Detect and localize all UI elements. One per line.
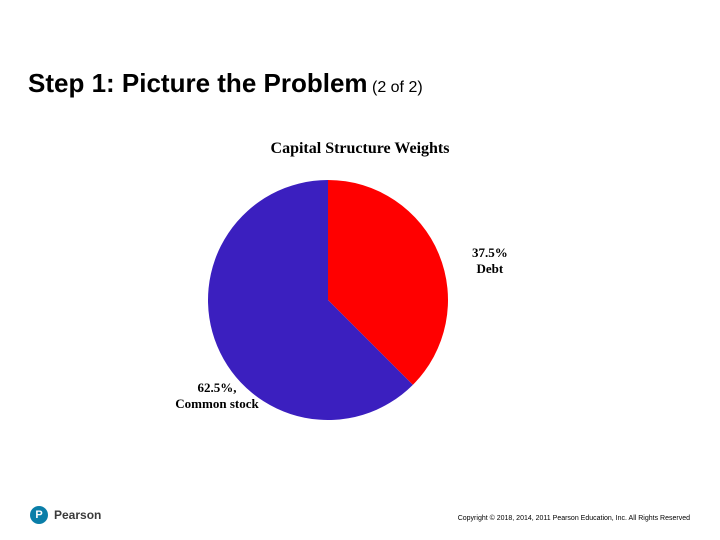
chart-title: Capital Structure Weights	[0, 140, 720, 158]
heading-main: Step 1: Picture the Problem	[28, 68, 368, 98]
slide-heading: Step 1: Picture the Problem (2 of 2)	[28, 68, 423, 99]
footer-logo: P Pearson	[30, 506, 101, 524]
pie-label-common-line1: 62.5%,	[175, 380, 258, 396]
pie-label-debt-line2: Debt	[472, 261, 508, 277]
pearson-logo-text: Pearson	[54, 508, 101, 522]
pearson-logo-letter: P	[35, 509, 42, 521]
pie-label-common-line2: Common stock	[175, 396, 258, 412]
heading-sub: (2 of 2)	[372, 79, 423, 96]
pearson-logo-icon: P	[30, 506, 48, 524]
copyright-text: Copyright © 2018, 2014, 2011 Pearson Edu…	[458, 515, 690, 522]
pie-label-common: 62.5%, Common stock	[175, 380, 258, 413]
pie-label-debt: 37.5% Debt	[472, 245, 508, 278]
slide: Step 1: Picture the Problem (2 of 2) Cap…	[0, 0, 720, 540]
pie-label-debt-line1: 37.5%	[472, 245, 508, 261]
